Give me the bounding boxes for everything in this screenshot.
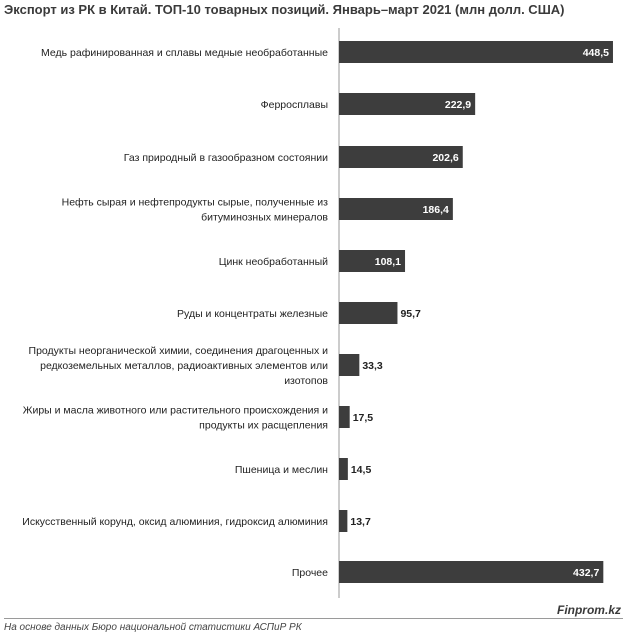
bar-3 <box>339 198 453 220</box>
bar-9 <box>339 510 348 532</box>
value-label-6: 33,3 <box>362 360 383 372</box>
value-label-1: 222,9 <box>445 99 471 111</box>
category-label-6: Продукты неорганической химии, соединени… <box>29 345 329 387</box>
chart-title: Экспорт из РК в Китай. ТОП-10 товарных п… <box>4 2 564 17</box>
category-label-1: Ферросплавы <box>261 99 328 111</box>
value-label-5: 95,7 <box>400 308 421 320</box>
category-label-5: Руды и концентраты железные <box>177 308 328 320</box>
bar-0 <box>339 41 613 63</box>
bar-10 <box>339 561 604 583</box>
category-label-8: Пшеница и меслин <box>235 464 328 476</box>
bar-1 <box>339 93 476 115</box>
value-label-8: 14,5 <box>351 464 372 476</box>
bar-8 <box>339 458 348 480</box>
category-label-7: Жиры и масла животного или растительного… <box>23 405 328 432</box>
category-label-3: Нефть сырая и нефтепродукты сырые, получ… <box>62 197 329 224</box>
category-label-10: Прочее <box>292 567 328 579</box>
value-label-7: 17,5 <box>353 412 374 424</box>
category-label-0: Медь рафинированная и сплавы медные необ… <box>41 47 328 59</box>
footer-divider <box>4 618 623 619</box>
value-label-3: 186,4 <box>423 204 449 216</box>
chart-unit: (млн долл. США) <box>455 2 565 17</box>
bar-2 <box>339 146 463 168</box>
category-label-9: Искусственный корунд, оксид алюминия, ги… <box>22 516 328 528</box>
value-label-4: 108,1 <box>375 256 401 268</box>
source-note: На основе данных Бюро национальной стати… <box>4 622 302 633</box>
category-label-2: Газ природный в газообразном состоянии <box>124 152 328 164</box>
chart-title-text: Экспорт из РК в Китай. ТОП-10 товарных п… <box>4 2 452 17</box>
category-label-4: Цинк необработанный <box>219 256 328 268</box>
value-label-10: 432,7 <box>573 567 599 579</box>
bar-7 <box>339 406 350 428</box>
value-label-2: 202,6 <box>432 152 458 164</box>
bar-4 <box>339 250 406 272</box>
value-label-0: 448,5 <box>583 47 609 59</box>
bar-chart: 448,5 Медь рафинированная и сплавы медные… <box>22 28 613 598</box>
brand-logo-text: Finprom.kz <box>556 603 621 617</box>
bar-5 <box>339 302 398 324</box>
value-label-9: 13,7 <box>350 516 371 528</box>
bar-6 <box>339 354 360 376</box>
